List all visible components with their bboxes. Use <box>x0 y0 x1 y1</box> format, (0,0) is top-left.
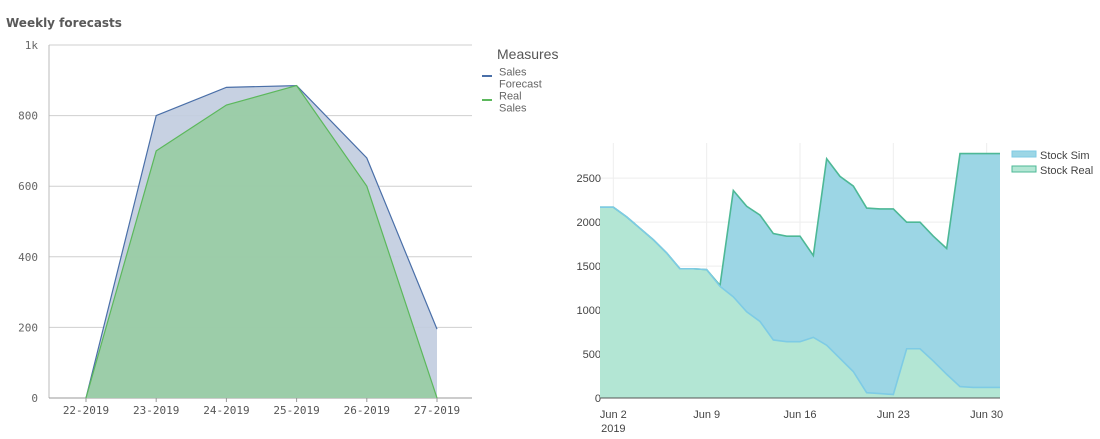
x-tick-sublabel: 2019 <box>601 423 625 435</box>
series-line-sales-forecast <box>85 84 438 399</box>
legend-label-sales-forecast: Sales Forecast <box>499 67 542 91</box>
legend-label-line: Forecast <box>499 79 542 91</box>
legend-label-real-sales: Real Sales <box>499 91 527 115</box>
legend-label-line: Real <box>499 91 522 103</box>
x-tick-label: 27-2019 <box>414 404 460 417</box>
legend-swatch-stock-real <box>1011 165 1037 173</box>
legend-swatch-stock-sim <box>1011 150 1037 158</box>
x-tick-label: 24-2019 <box>203 404 249 417</box>
weekly-forecast-area-chart: 0 200 400 600 800 1k 22-2019 23-2019 24-2019 25-2… <box>18 39 558 417</box>
x-tick-label: 26-2019 <box>344 404 390 417</box>
y-tick-label: 0 <box>31 392 38 405</box>
x-tick-label: Jun 16 <box>783 409 816 421</box>
legend-label-stock-real: Stock Real <box>1040 165 1093 177</box>
y-tick-label: 800 <box>18 110 38 123</box>
legend-title: Measures <box>497 46 558 62</box>
series-line-stock-sim <box>600 206 1000 396</box>
page-title: Weekly forecasts <box>6 16 122 30</box>
x-tick-label: Jun 30 <box>970 409 1003 421</box>
y-tick-label: 400 <box>18 251 38 264</box>
x-tick-label: 22-2019 <box>63 404 109 417</box>
y-tick-label: 1500 <box>577 261 601 273</box>
y-tick-label: 200 <box>18 321 38 334</box>
y-tick-label: 2000 <box>577 217 601 229</box>
x-tick-label: 25-2019 <box>273 404 319 417</box>
x-tick-label: Jun 23 <box>877 409 910 421</box>
y-tick-label: 0 <box>595 393 601 405</box>
series-area-stock-sim <box>600 207 1000 398</box>
stock-area-chart: 0 500 1000 1500 2000 2500 Jun 2 2019 Jun 9 Jun 16… <box>577 143 1093 435</box>
series-area-real-sales <box>86 85 437 398</box>
x-tick-label: 23-2019 <box>133 404 179 417</box>
y-tick-label: 500 <box>583 349 601 361</box>
y-tick-label: 1k <box>25 39 39 52</box>
legend-label-line: Sales <box>499 103 527 115</box>
x-tick-label: Jun 2 <box>600 409 627 421</box>
series-line-real-sales <box>85 84 438 399</box>
x-tick-label: Jun 9 <box>693 409 720 421</box>
legend-label-stock-sim: Stock Sim <box>1040 150 1090 162</box>
y-tick-label: 600 <box>18 180 38 193</box>
y-tick-label: 2500 <box>577 173 601 185</box>
y-tick-label: 1000 <box>577 305 601 317</box>
legend-label-line: Sales <box>499 67 527 79</box>
